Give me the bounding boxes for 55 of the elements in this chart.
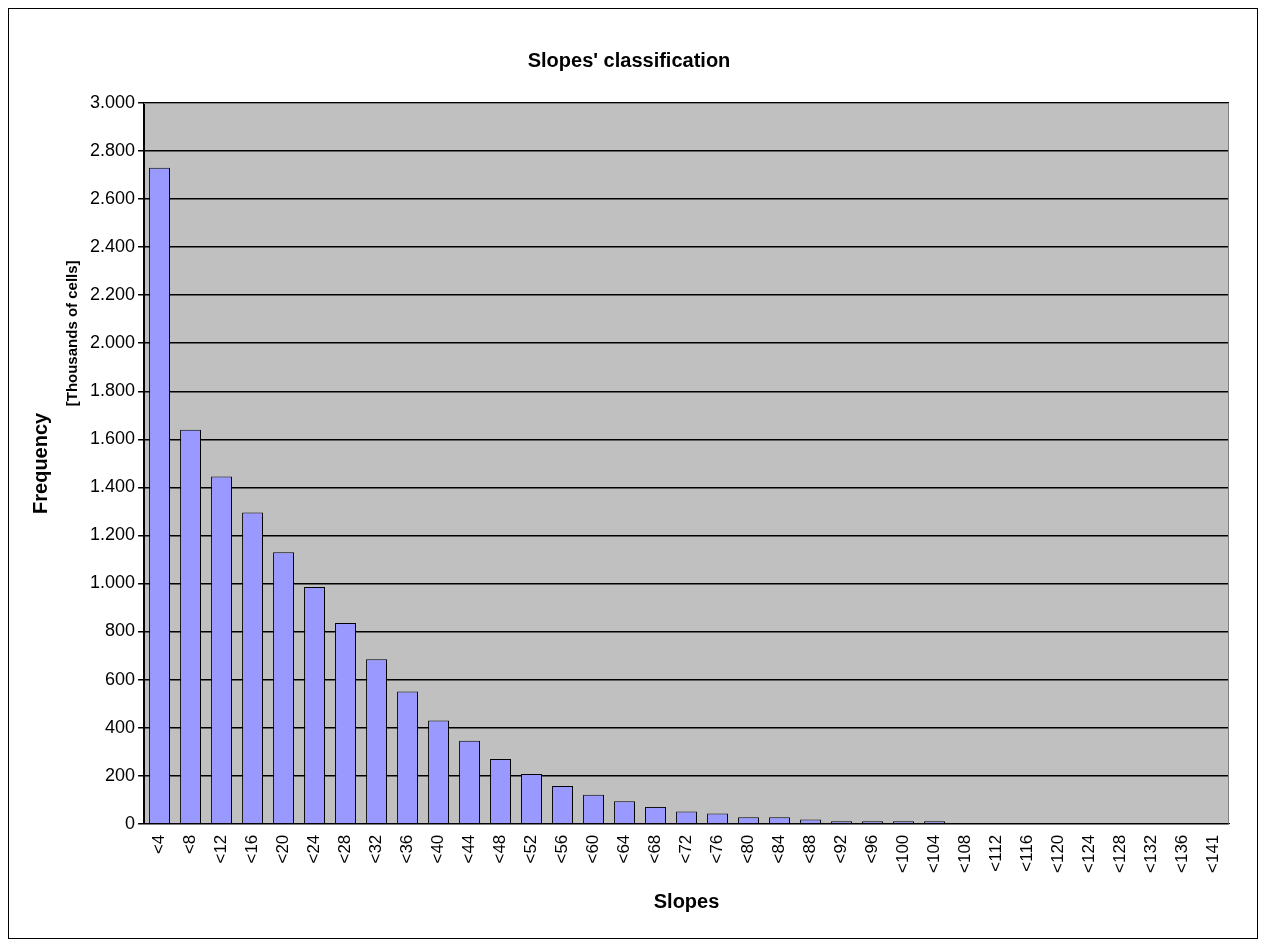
- x-tick-label: <141: [1203, 834, 1223, 874]
- y-tick-label: 2.200: [90, 284, 136, 305]
- x-tick-label: <24: [304, 834, 324, 864]
- y-tick-label: 1.000: [90, 572, 136, 593]
- x-tick-label: <12: [211, 834, 231, 864]
- y-tick-label: 3.000: [90, 91, 136, 112]
- y-tick-label: 2.400: [90, 236, 136, 257]
- x-tick-label: <112: [986, 834, 1006, 872]
- x-tick-label: <72: [676, 834, 696, 864]
- y-tick-label: 1.600: [90, 428, 136, 449]
- x-tick-label: <52: [521, 834, 541, 864]
- y-tick-label: 2.000: [90, 332, 136, 353]
- y-tick-label: 0: [125, 812, 136, 833]
- x-tick-label: <16: [242, 834, 262, 864]
- x-tick-label: <88: [800, 834, 820, 864]
- y-tick-label: 1.400: [90, 476, 136, 497]
- x-tick-label: <40: [428, 834, 448, 864]
- x-tick-label: <120: [1048, 834, 1068, 874]
- x-tick-label: <4: [149, 834, 169, 855]
- x-tick-label: <96: [862, 834, 882, 864]
- x-tick-label: <124: [1079, 834, 1099, 874]
- x-tick-label: <76: [707, 834, 727, 864]
- y-tick-label: 2.600: [90, 188, 136, 209]
- x-axis-title: Slopes: [653, 889, 720, 912]
- y-tick-label: 200: [105, 764, 136, 785]
- text: [Thousands of cells]: [63, 260, 81, 407]
- y-axis-title: Frequency: [28, 411, 51, 514]
- x-tick-label: <132: [1141, 834, 1161, 874]
- x-tick-label: <48: [490, 834, 510, 864]
- x-tick-label: <60: [583, 834, 603, 864]
- x-tick-label: <108: [955, 834, 975, 874]
- x-tick-label: <128: [1110, 834, 1130, 874]
- x-tick-label: <20: [273, 834, 293, 864]
- y-tick-label: 1.800: [90, 380, 136, 401]
- y-tick-label: 800: [105, 620, 136, 641]
- x-tick-label: <92: [831, 834, 851, 864]
- x-tick-label: <104: [924, 834, 944, 874]
- y-tick-label: 400: [105, 716, 136, 737]
- x-tick-label: <64: [614, 834, 634, 864]
- x-tick-label: <44: [459, 834, 479, 864]
- chart-title: Slopes' classification: [527, 48, 731, 71]
- x-tick-label: <8: [180, 834, 200, 855]
- y-tick-label: 1.200: [90, 524, 136, 545]
- y-tick-label: 2.800: [90, 140, 136, 161]
- x-tick-label: <80: [738, 834, 758, 864]
- x-tick-label: <136: [1172, 834, 1192, 874]
- x-tick-label: <68: [645, 834, 665, 864]
- x-tick-label: <36: [397, 834, 417, 864]
- x-tick-label: <84: [769, 834, 789, 864]
- x-tick-label: <116: [1017, 834, 1037, 872]
- x-tick-label: <56: [552, 834, 572, 864]
- x-tick-label: <100: [893, 834, 913, 874]
- x-tick-label: <32: [366, 834, 386, 864]
- x-tick-label: <28: [335, 834, 355, 864]
- y-tick-label: 600: [105, 668, 136, 689]
